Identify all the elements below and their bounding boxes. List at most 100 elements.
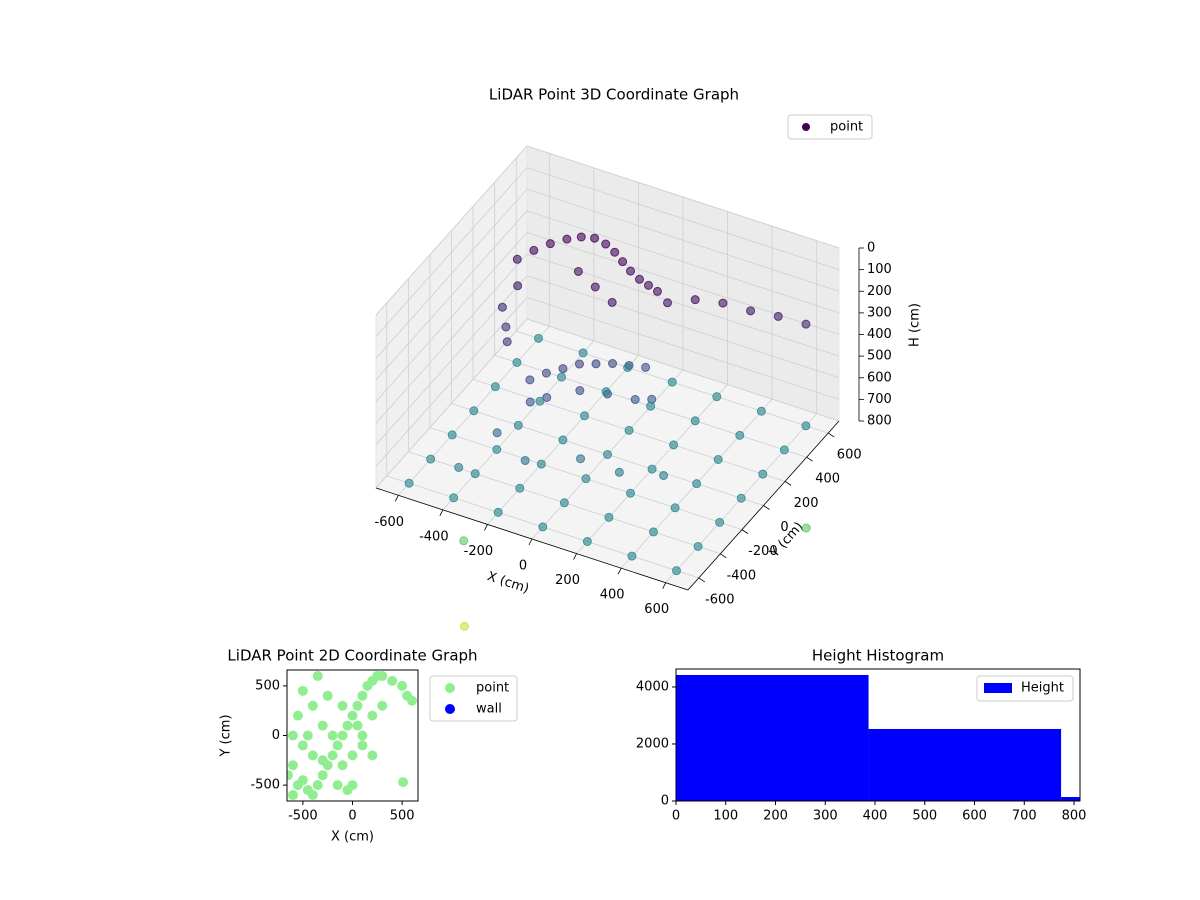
- grid-line: [526, 232, 840, 335]
- x-tick-label: -200: [464, 544, 494, 559]
- point: [576, 454, 586, 464]
- legend-label: point: [830, 120, 863, 135]
- grid-line: [526, 145, 840, 249]
- point: [449, 493, 459, 503]
- x-tick-label: 800: [1062, 809, 1087, 824]
- point: [512, 254, 522, 264]
- point: [575, 386, 585, 396]
- z-tick-label: 400: [867, 327, 892, 342]
- point: [459, 621, 469, 631]
- point: [337, 760, 348, 771]
- point: [332, 740, 343, 751]
- tick-mark: [528, 538, 533, 546]
- point: [377, 670, 388, 681]
- point: [667, 377, 677, 387]
- point: [559, 498, 569, 508]
- point: [490, 382, 500, 392]
- point: [578, 348, 588, 358]
- tick-mark: [394, 495, 399, 502]
- grid-line: [375, 145, 528, 316]
- point: [529, 245, 539, 255]
- scatter-points: [287, 670, 418, 801]
- legend-label: Height: [1021, 681, 1064, 696]
- x-tick-label: 300: [813, 809, 838, 824]
- tick-mark: [720, 553, 727, 559]
- z-tick-label: 700: [867, 392, 892, 407]
- point: [608, 359, 618, 369]
- y-tick-label: -200: [748, 544, 778, 559]
- legend-marker: [445, 704, 455, 714]
- tick-mark: [662, 582, 667, 589]
- point: [773, 311, 783, 321]
- point: [493, 507, 503, 517]
- point: [492, 445, 502, 454]
- point: [287, 790, 298, 801]
- point: [297, 775, 308, 786]
- grid-line: [526, 275, 840, 379]
- point: [715, 517, 725, 527]
- point: [513, 420, 523, 430]
- point: [582, 537, 592, 546]
- point: [641, 362, 651, 372]
- point: [520, 456, 530, 466]
- grid-line: [375, 167, 528, 337]
- point: [352, 700, 363, 711]
- tick-mark: [698, 577, 706, 583]
- point: [601, 239, 611, 249]
- grid-line: [375, 318, 528, 489]
- chart-title: Height Histogram: [812, 647, 944, 665]
- tick-mark: [806, 456, 813, 462]
- point: [618, 257, 628, 267]
- point-cloud: [404, 232, 811, 631]
- y-tick-label: 0: [661, 794, 669, 809]
- point: [512, 358, 522, 367]
- grid-line: [375, 253, 528, 424]
- grid-line: [375, 188, 528, 359]
- point: [626, 266, 636, 276]
- point: [576, 232, 586, 242]
- x-tick-label: -400: [419, 529, 449, 544]
- point: [357, 740, 368, 751]
- point: [746, 306, 756, 316]
- point: [581, 474, 591, 484]
- y-tick-label: 4000: [636, 679, 669, 694]
- z-tick-label: 300: [867, 305, 892, 320]
- point: [312, 780, 323, 791]
- x-tick-label: -600: [375, 515, 405, 530]
- point: [735, 430, 745, 440]
- point: [649, 527, 658, 537]
- point: [337, 700, 348, 711]
- x-tick-label: 0: [348, 809, 356, 824]
- point: [535, 396, 545, 406]
- grid-line: [526, 167, 840, 271]
- point: [610, 247, 620, 257]
- point: [801, 319, 811, 329]
- point: [307, 750, 318, 761]
- y-tick-label: -500: [250, 778, 280, 793]
- point: [367, 710, 378, 721]
- x-tick-label: 0: [672, 809, 680, 824]
- point: [630, 395, 640, 405]
- grid-line: [526, 188, 840, 292]
- point: [497, 302, 507, 312]
- tick-mark: [763, 505, 770, 510]
- point: [652, 286, 662, 296]
- point: [712, 392, 722, 402]
- point: [492, 428, 502, 438]
- point: [332, 780, 343, 791]
- grid-line: [526, 318, 840, 422]
- point: [367, 750, 378, 761]
- point: [663, 298, 673, 308]
- z-tick-label: 500: [867, 349, 892, 364]
- point: [398, 777, 409, 788]
- z-tick-label: 0: [867, 241, 875, 256]
- point: [545, 239, 555, 249]
- point: [603, 450, 612, 459]
- point: [287, 770, 293, 781]
- point: [454, 462, 464, 472]
- point: [534, 333, 543, 343]
- y-tick-label: -600: [705, 592, 735, 607]
- point: [317, 770, 328, 781]
- point: [670, 503, 680, 513]
- point: [302, 730, 313, 741]
